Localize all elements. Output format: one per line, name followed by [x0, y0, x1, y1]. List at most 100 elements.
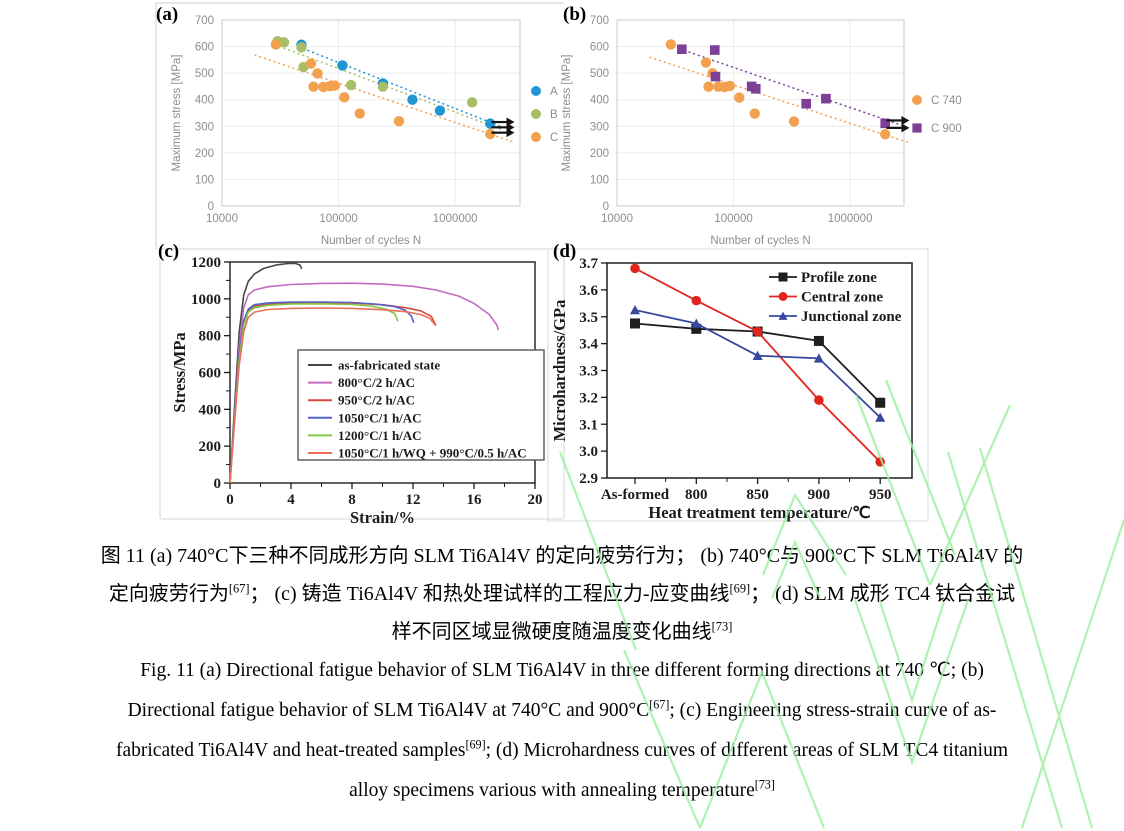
citation-superscript: [69]	[729, 581, 751, 596]
data-point	[296, 42, 307, 53]
runout-arrowhead	[506, 128, 515, 138]
caption-text: ; (c) Engineering stress-strain curve of…	[669, 700, 997, 721]
curve	[229, 282, 500, 484]
x-tick-label: 0	[226, 492, 234, 508]
y-tick-label: 800	[199, 329, 222, 345]
caption-text: alloy specimens various with annealing t…	[349, 780, 755, 801]
data-point	[630, 318, 640, 329]
chart-a-fatigue-forming-directions: 0 100 200 300 400 500 600 700 10000 100000 1000000…	[155, 2, 564, 250]
data-point	[710, 71, 721, 82]
y-axis-title: Stress/MPa	[170, 332, 189, 412]
legend-label: 1200°C/1 h/AC	[338, 428, 422, 443]
legend-marker	[778, 311, 788, 320]
y-tick-label: 3.6	[579, 283, 598, 299]
data-point	[821, 93, 831, 104]
data-point	[434, 105, 446, 116]
caption-en-line-3: fabricated Ti6Al4V and heat-treated samp…	[0, 731, 1124, 771]
legend-label: B	[550, 109, 558, 121]
x-tick-label: As-formed	[601, 487, 670, 503]
data-point	[813, 353, 824, 363]
y-tick-label: 600	[195, 42, 214, 54]
y-tick-label: 0	[208, 201, 214, 213]
data-point	[354, 108, 365, 119]
caption-zh-line-1: 图 11 (a) 740°C下三种不同成形方向 SLM Ti6Al4V 的定向疲…	[0, 537, 1124, 575]
data-point	[691, 295, 702, 306]
panel-label: (c)	[158, 241, 179, 262]
y-tick-label: 200	[199, 439, 222, 455]
x-tick-label: 12	[406, 492, 421, 508]
legend-marker	[912, 95, 922, 105]
caption-text: Directional fatigue behavior of SLM Ti6A…	[127, 700, 650, 721]
data-point	[703, 81, 714, 92]
data-point	[337, 60, 348, 71]
legend-label: C	[550, 132, 558, 144]
chart-b-fatigue-740-900: 0 100 200 300 400 500 600 700 10000 100000 1000000…	[561, 4, 962, 247]
legend-label: 1050°C/1 h/AC	[338, 410, 422, 425]
x-tick-label: 850	[746, 487, 769, 503]
chart-c-stress-strain-curves: 0 4 8 12 16 20020040060080010001200as-fabrica…	[158, 241, 565, 527]
data-point	[691, 318, 702, 328]
x-tick-label: 4	[287, 492, 295, 508]
y-tick-label: 500	[590, 68, 609, 80]
x-tick-label: 100000	[319, 213, 357, 225]
trendline	[649, 56, 910, 144]
plot-border	[221, 19, 521, 207]
x-tick-label: 1000000	[433, 213, 478, 225]
data-point	[788, 116, 800, 127]
y-tick-label: 700	[195, 15, 214, 27]
legend-label: A	[550, 86, 558, 98]
data-point	[339, 92, 350, 103]
citation-superscript: [69]	[465, 737, 486, 752]
caption-en-line-4: alloy specimens various with annealing t…	[0, 771, 1124, 811]
legend-label: Profile zone	[801, 270, 877, 286]
caption-en-line-1: Fig. 11 (a) Directional fatigue behavior…	[0, 651, 1124, 691]
data-point	[724, 80, 736, 92]
x-tick-label: 8	[348, 492, 356, 508]
y-tick-label: 400	[195, 95, 214, 107]
legend-label: as-fabricated state	[338, 358, 440, 373]
curve	[229, 307, 436, 484]
data-point	[752, 350, 763, 360]
data-point	[734, 92, 745, 103]
panel-label: (a)	[156, 4, 178, 25]
x-tick-label: 10000	[601, 213, 633, 225]
chart-d-microhardness-curves: 2.9 3.0 3.1 3.2 3.3 3.4 3.5 3.6 3.7 As-formed 800 8…	[547, 241, 929, 522]
y-tick-label: 400	[590, 95, 609, 107]
legend-marker	[531, 109, 541, 119]
data-point	[709, 45, 720, 55]
legend-marker	[531, 132, 541, 142]
y-tick-label: 3.2	[579, 390, 598, 406]
caption-text: ； (c) 铸造 Ti6Al4V 和热处理试样的工程应力-应变曲线	[249, 583, 730, 605]
legend-marker	[778, 272, 788, 282]
data-point	[700, 57, 712, 68]
data-point	[345, 79, 357, 91]
legend-label: Junctional zone	[801, 309, 902, 325]
curve	[229, 262, 303, 484]
legend-label: 1050°C/1 h/WQ + 990°C/0.5 h/AC	[338, 446, 527, 461]
x-axis-title: Heat treatment temperature/℃	[648, 503, 871, 522]
data-point	[677, 44, 687, 55]
y-tick-label: 600	[199, 366, 222, 382]
caption-text: Fig. 11 (a) Directional fatigue behavior…	[140, 660, 984, 681]
data-point	[665, 39, 677, 50]
y-tick-label: 400	[199, 402, 222, 418]
x-tick-label: 950	[869, 487, 892, 503]
y-tick-label: 1200	[191, 255, 221, 271]
x-tick-label: 100000	[714, 213, 752, 225]
y-tick-label: 1000	[191, 292, 221, 308]
caption-text: fabricated Ti6Al4V and heat-treated samp…	[116, 740, 466, 761]
y-axis-title: Maximum stress [MPa]	[561, 55, 573, 172]
x-axis-title: Number of cycles N	[710, 235, 810, 247]
legend-marker	[778, 292, 788, 301]
data-point	[308, 81, 319, 92]
trendline	[297, 45, 504, 129]
data-point	[278, 37, 290, 48]
data-point	[377, 81, 389, 92]
data-point	[749, 108, 760, 119]
legend-label: 800°C/2 h/AC	[338, 375, 415, 390]
citation-superscript: [73]	[711, 619, 733, 634]
data-point	[814, 395, 824, 405]
panel-label: (b)	[563, 4, 586, 25]
y-tick-label: 3.3	[579, 364, 598, 380]
figure-caption: 图 11 (a) 740°C下三种不同成形方向 SLM Ti6Al4V 的定向疲…	[0, 537, 1124, 811]
